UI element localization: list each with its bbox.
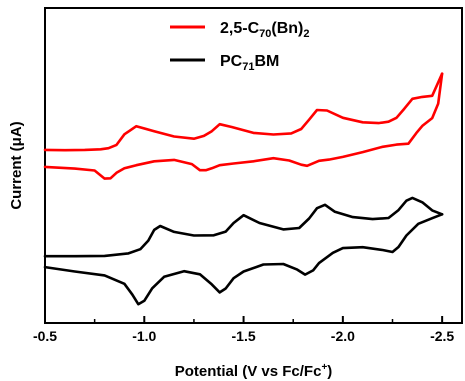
series-layer xyxy=(43,72,444,306)
x-axis-title: Potential (V vs Fc/Fc+) xyxy=(175,362,333,380)
legend-label-pc71bm: PC71BM xyxy=(220,53,279,73)
plot-frame xyxy=(44,7,463,324)
x-tick-label: -2.5 xyxy=(430,328,454,344)
y-axis-title: Current (μA) xyxy=(8,121,25,209)
series-0-forward-scan xyxy=(43,72,444,152)
legend-label-c70bn2: 2,5-C70(Bn)2 xyxy=(220,20,309,40)
x-axis-ticks xyxy=(44,316,444,323)
x-tick-label: -2.0 xyxy=(331,328,355,344)
series-1-forward-scan xyxy=(43,196,444,258)
series-0-reverse-scan xyxy=(43,72,444,180)
x-tick-label: -1.5 xyxy=(232,328,256,344)
x-tick-label: -0.5 xyxy=(33,328,57,344)
series-1-reverse-scan xyxy=(43,213,444,306)
legend: 2,5-C70(Bn)2 PC71BM xyxy=(170,20,309,73)
x-tick-label: -1.0 xyxy=(132,328,156,344)
x-axis-tick-labels: -0.5 -1.0 -1.5 -2.0 -2.5 xyxy=(33,328,454,344)
